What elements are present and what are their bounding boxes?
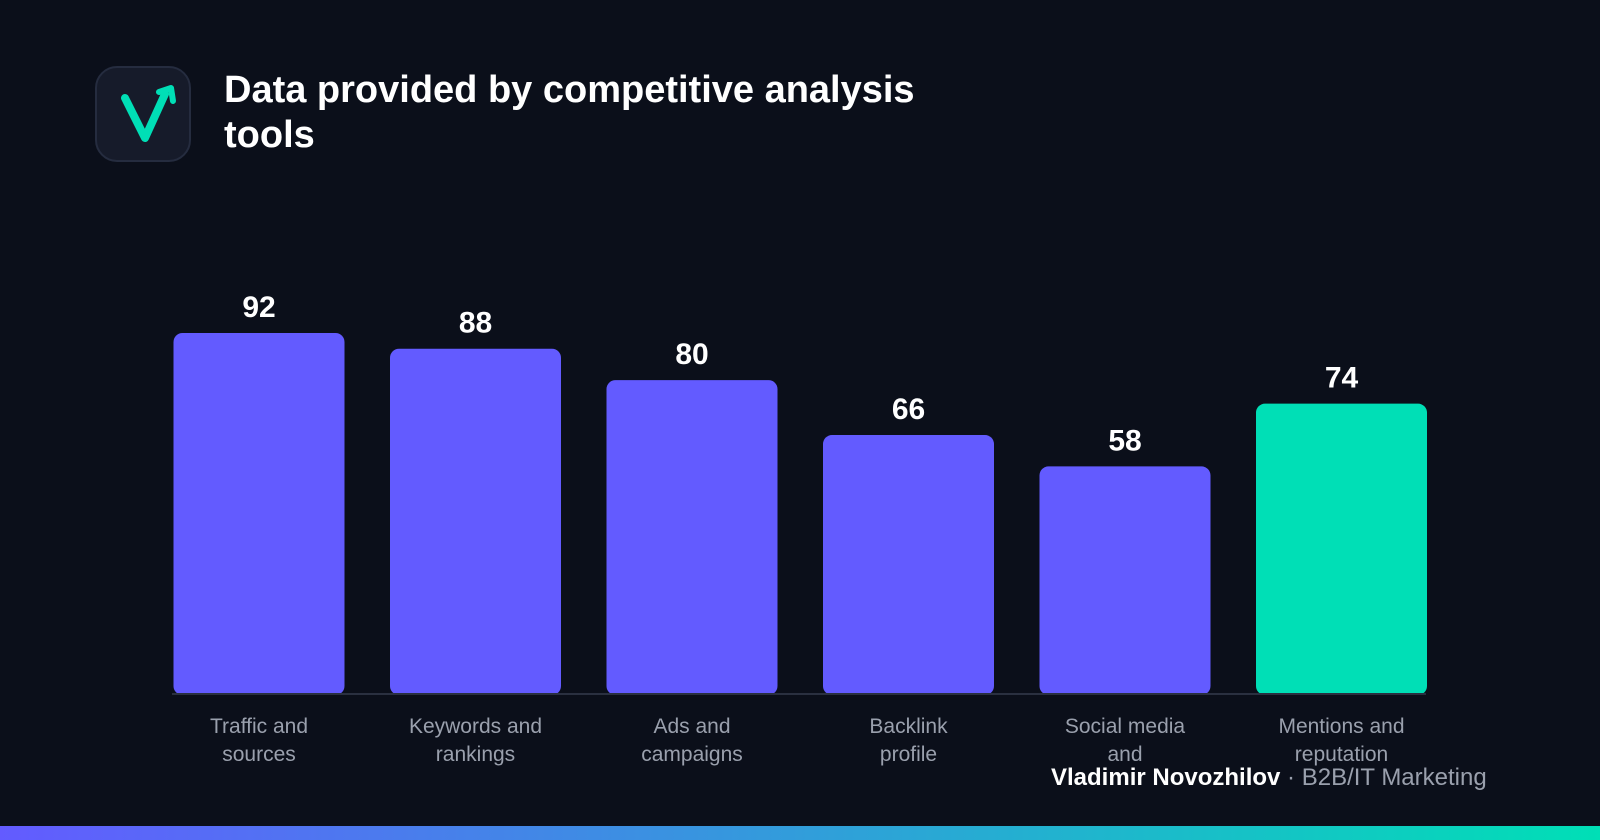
- x-tick-label-3: Backlink profile: [869, 715, 948, 766]
- bar-chart: 92 88 80 66 58 74 Traffic and sources Keywords …: [172, 291, 1427, 766]
- bar-0: [173, 333, 345, 695]
- data-label-1: 88: [459, 307, 492, 340]
- chart-title: Data provided by competitive analysis to…: [224, 69, 915, 156]
- bar-4: [1039, 466, 1211, 695]
- logo: [95, 66, 191, 162]
- bar-3: [823, 435, 994, 695]
- data-label-5: 74: [1325, 362, 1359, 395]
- gradient-footer-bar: [0, 826, 1600, 840]
- x-tick-label-2: Ads and campaigns: [641, 715, 743, 766]
- bar-2: [606, 380, 778, 695]
- author-role: B2B/IT Marketing: [1301, 764, 1487, 791]
- bar-1: [390, 348, 561, 695]
- value-label-group: 92 88 80 66 58 74: [242, 291, 1358, 457]
- x-tick-label-group: Traffic and sources Keywords and rankings Ad…: [210, 715, 1405, 766]
- bar-group: [173, 333, 1427, 695]
- data-label-0: 92: [242, 291, 275, 324]
- data-label-4: 58: [1108, 424, 1141, 457]
- x-tick-label-4: Social media and: [1065, 715, 1186, 766]
- x-tick-label-0: Traffic and sources: [210, 715, 308, 766]
- credit-separator: ·: [1287, 764, 1296, 791]
- author-name: Vladimir Novozhilov: [1051, 764, 1281, 791]
- checkmark-arrow-icon: [121, 85, 176, 142]
- data-label-2: 80: [675, 338, 708, 371]
- author-credit: Vladimir Novozhilov · B2B/IT Marketing: [1051, 764, 1487, 792]
- x-tick-label-1: Keywords and rankings: [409, 715, 542, 766]
- data-label-3: 66: [892, 393, 925, 426]
- x-tick-label-5: Mentions and reputation: [1278, 715, 1404, 766]
- bar-5: [1256, 403, 1427, 695]
